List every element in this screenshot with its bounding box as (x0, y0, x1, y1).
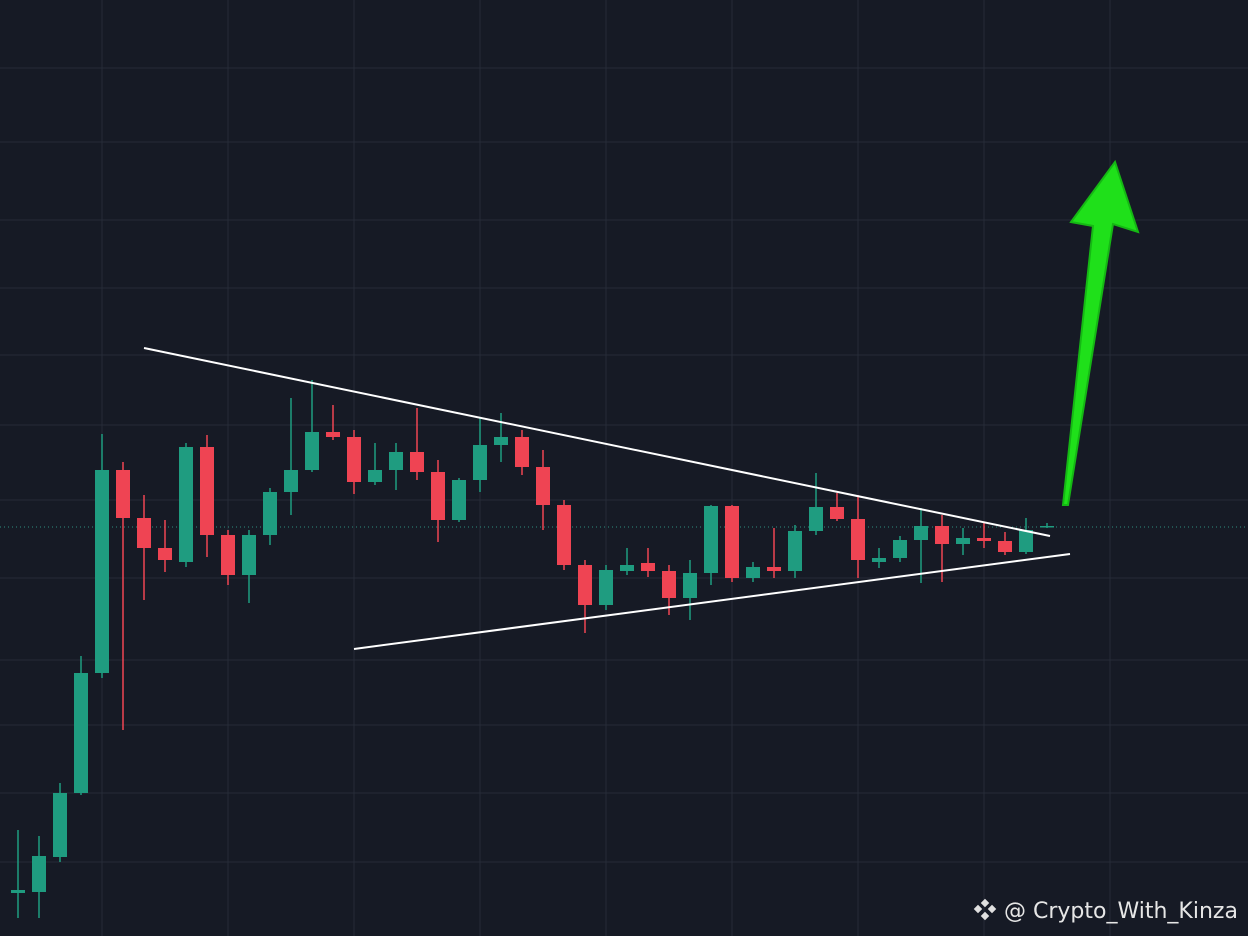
candle-body (221, 535, 235, 575)
candle-body (809, 507, 823, 531)
candle-body (893, 540, 907, 558)
candle-body (725, 506, 739, 578)
candle-body (935, 526, 949, 544)
candle-body (977, 538, 991, 541)
candle-body (158, 548, 172, 560)
candle-body (557, 505, 571, 565)
candle-body (74, 673, 88, 793)
candle-body (620, 565, 634, 571)
candle-body (914, 526, 928, 540)
candle-body (347, 437, 361, 482)
candle-body (200, 447, 214, 535)
candle-body (494, 437, 508, 445)
candle-body (11, 890, 25, 893)
candle-body (431, 472, 445, 520)
candle-body (704, 506, 718, 573)
candles (0, 380, 1248, 918)
candle-body (95, 470, 109, 673)
candle-body (368, 470, 382, 482)
candle-body (641, 563, 655, 571)
candle-body (536, 467, 550, 505)
candle-body (515, 437, 529, 467)
candle-body (746, 567, 760, 578)
watermark: @ Crypto_With_Kinza (1004, 899, 1238, 924)
candle-body (473, 445, 487, 480)
support-line (353, 553, 1071, 650)
candle-body (305, 432, 319, 470)
candle-body (767, 567, 781, 571)
binance-logo (973, 898, 997, 921)
candle-body (242, 535, 256, 575)
candle-body (263, 492, 277, 535)
resistance-line (143, 347, 1051, 537)
candle-body (872, 558, 886, 562)
candle-body (830, 507, 844, 519)
candle-body (284, 470, 298, 492)
candle-body (1040, 526, 1054, 528)
candle-body (179, 447, 193, 562)
candle-body (578, 565, 592, 605)
candle-body (788, 531, 802, 571)
candle-body (956, 538, 970, 544)
candle-body (998, 541, 1012, 552)
candle-body (389, 452, 403, 470)
candle-body (326, 432, 340, 437)
candle-body (599, 570, 613, 605)
candle-body (683, 573, 697, 598)
candle-body (53, 793, 67, 857)
candle-body (410, 452, 424, 472)
candle-body (137, 518, 151, 548)
candle-body (116, 470, 130, 518)
candle-body (1019, 530, 1033, 552)
candle-body (32, 856, 46, 892)
candle-body (662, 571, 676, 598)
breakout-arrow (1061, 159, 1140, 506)
candle-body (851, 519, 865, 560)
candle-body (452, 480, 466, 520)
